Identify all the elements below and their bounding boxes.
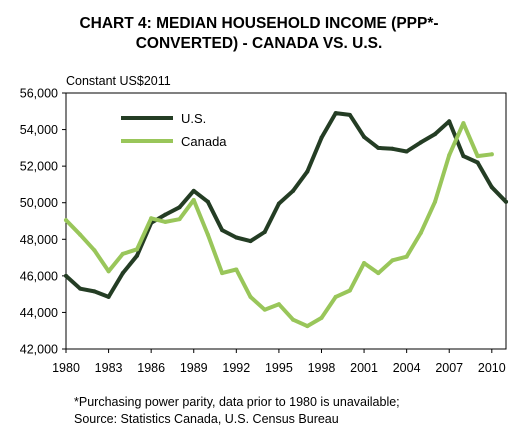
data-point-u-s [92,289,97,294]
data-point-canada [234,267,239,272]
y-tick-label: 54,000 [20,123,58,137]
y-tick-label: 44,000 [20,306,58,320]
data-point-canada [333,294,338,299]
data-point-canada [92,248,97,253]
y-tick-label: 48,000 [20,233,58,247]
x-tick-label: 1983 [95,361,123,375]
data-point-u-s [489,185,494,190]
data-point-u-s [120,271,125,276]
data-point-u-s [390,146,395,151]
data-point-u-s [262,229,267,234]
data-point-u-s [220,228,225,233]
data-point-canada [347,288,352,293]
data-point-canada [134,247,139,252]
y-tick-label: 42,000 [20,343,58,357]
footnote: *Purchasing power parity, data prior to … [74,394,400,428]
data-point-canada [191,197,196,202]
data-point-canada [319,315,324,320]
data-point-canada [291,317,296,322]
series-line-u-s [64,111,508,299]
data-point-canada [262,307,267,312]
data-point-canada [447,153,452,158]
data-point-canada [149,216,154,221]
x-tick-label: 1998 [308,361,336,375]
data-point-u-s [504,199,508,204]
data-point-u-s [191,188,196,193]
data-point-u-s [376,145,381,150]
data-point-u-s [64,273,68,278]
data-point-u-s [234,235,239,240]
y-tick-label: 56,000 [20,87,58,101]
series-line-canada [64,121,494,329]
data-point-canada [106,269,111,274]
chart-title: CHART 4: MEDIAN HOUSEHOLD INCOME (PPP*- … [0,14,518,54]
data-point-u-s [305,169,310,174]
data-point-u-s [248,239,253,244]
data-point-u-s [475,160,480,165]
data-point-canada [120,251,125,256]
x-tick-label: 2004 [393,361,421,375]
data-point-canada [489,152,494,157]
data-point-canada [376,271,381,276]
data-point-canada [220,271,225,276]
data-point-canada [276,302,281,307]
data-point-canada [433,199,438,204]
data-point-canada [205,232,210,237]
y-tick-label: 46,000 [20,269,58,283]
data-point-u-s [319,135,324,140]
x-tick-label: 2010 [478,361,506,375]
data-point-u-s [418,140,423,145]
data-point-u-s [163,212,168,217]
legend-label-canada: Canada [181,134,227,149]
data-point-u-s [291,188,296,193]
y-tick-label: 50,000 [20,196,58,210]
data-point-canada [390,258,395,263]
x-tick-label: 1986 [137,361,165,375]
data-point-canada [362,261,367,266]
data-point-u-s [333,111,338,116]
data-point-u-s [177,205,182,210]
data-point-u-s [106,294,111,299]
data-point-u-s [205,199,210,204]
legend-label-u-s: U.S. [181,111,206,126]
data-point-canada [177,217,182,222]
data-point-canada [248,294,253,299]
x-tick-label: 2007 [435,361,463,375]
data-point-canada [475,154,480,159]
data-point-canada [418,230,423,235]
data-point-u-s [134,253,139,258]
data-point-u-s [347,112,352,117]
y-axis-unit-label: Constant US$2011 [66,74,171,88]
data-point-u-s [461,154,466,159]
footnote-line-2: Source: Statistics Canada, U.S. Census B… [74,412,339,426]
data-point-canada [461,121,466,126]
data-point-u-s [433,132,438,137]
y-tick-label: 52,000 [20,160,58,174]
data-point-u-s [78,286,83,291]
data-point-canada [305,324,310,329]
footnote-line-1: *Purchasing power parity, data prior to … [74,395,400,409]
x-tick-label: 1995 [265,361,293,375]
x-tick-label: 1992 [222,361,250,375]
x-tick-label: 1989 [180,361,208,375]
chart-title-line-1: CHART 4: MEDIAN HOUSEHOLD INCOME (PPP*- [79,15,439,32]
data-point-canada [404,254,409,259]
x-tick-label: 2001 [350,361,378,375]
chart-title-line-2: CONVERTED) - CANADA VS. U.S. [135,35,383,52]
x-tick-label: 1980 [52,361,80,375]
data-point-u-s [447,119,452,124]
data-point-canada [78,232,83,237]
data-point-u-s [276,201,281,206]
data-point-u-s [404,149,409,154]
data-point-u-s [362,134,367,139]
data-point-canada [64,218,68,223]
data-point-canada [163,219,168,224]
